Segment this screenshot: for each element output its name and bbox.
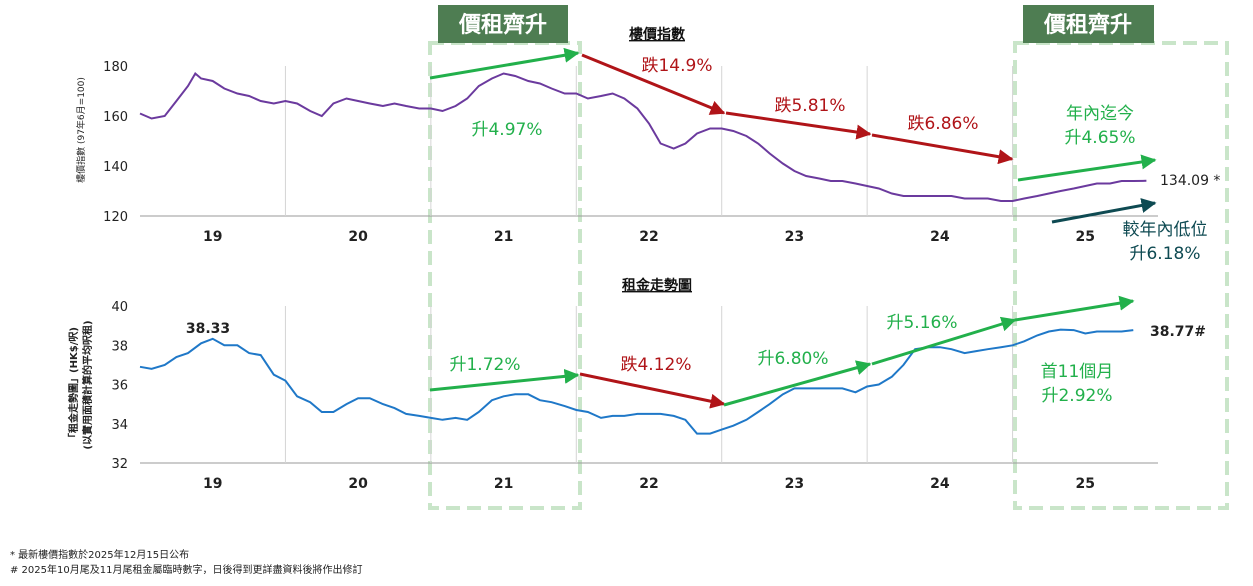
- rent-arrow-up-2024: [871, 316, 1017, 366]
- hpi-end-label: 134.09 *: [1160, 173, 1220, 189]
- rent-peak-label: 38.33: [186, 321, 230, 337]
- badge-2025: 價租齊升: [1023, 5, 1154, 43]
- hpi-annot-down-6.86: 跌6.86%: [907, 114, 978, 134]
- hpi-x-ticks: 19 20 21 22 23 24 25: [203, 229, 1095, 245]
- rent-grid: [140, 306, 1158, 464]
- hpi-x-tick-label: 19: [203, 229, 222, 245]
- rent-arrow-down-2022: [579, 372, 726, 409]
- rent-annot-down-4.12: 跌4.12%: [620, 355, 691, 375]
- rent-end-label: 38.77#: [1150, 324, 1206, 340]
- rent-x-tick-label: 19: [203, 476, 222, 492]
- rent-annotations: 升1.72% 跌4.12% 升6.80% 升5.16% 首11個月 升2.92%: [449, 313, 1113, 406]
- rent-annot-up-1.72: 升1.72%: [449, 355, 520, 375]
- hpi-arrow-up-2025: [1017, 154, 1157, 182]
- hpi-annot-ytd: 年內迄今: [1066, 104, 1134, 124]
- badge-2021-bg: [438, 5, 568, 43]
- rent-x-tick-label: 22: [639, 476, 658, 492]
- rent-annot-up-6.80: 升6.80%: [757, 349, 828, 369]
- hpi-arrow-down-2024: [871, 133, 1014, 165]
- hpi-ylabel: 樓價指數 (97年6月=100): [75, 77, 87, 183]
- rent-x-ticks: 19 20 21 22 23 24 25: [203, 476, 1095, 492]
- hpi-annot-vs-low: 較年內低位: [1123, 220, 1208, 240]
- hpi-annot-up-4.65: 升4.65%: [1064, 128, 1135, 148]
- hpi-series-line: [139, 71, 1147, 202]
- hpi-annotations: 升4.97% 跌14.9% 跌5.81% 跌6.86% 年內迄今 升4.65% …: [471, 56, 1207, 264]
- hpi-annot-up-4.97: 升4.97%: [471, 120, 542, 140]
- hpi-x-tick-label: 20: [348, 229, 368, 245]
- hpi-x-tick-label: 22: [639, 229, 658, 245]
- highlight-zone-2021: [428, 41, 582, 510]
- badge-2025-bg: [1023, 5, 1154, 43]
- hpi-arrow-up-from-low: [1051, 198, 1157, 224]
- rent-x-tick-label: 25: [1076, 476, 1095, 492]
- rent-y-tick-label: 40: [111, 300, 128, 315]
- rent-x-tick-label: 20: [348, 476, 368, 492]
- rent-arrow-up-2025: [1014, 295, 1135, 322]
- rent-y-tick-label: 32: [111, 457, 128, 472]
- rent-y-tick-label: 36: [111, 379, 128, 394]
- rent-arrow-up-2023: [723, 360, 872, 407]
- hpi-y-tick-label: 180: [103, 60, 128, 75]
- rent-series-line: [139, 328, 1134, 435]
- rent-y-tick-label: 34: [111, 418, 128, 433]
- rent-trend-arrows: [429, 295, 1135, 409]
- rent-title: 租金走勢圖: [622, 277, 692, 294]
- hpi-x-tick-label: 24: [930, 229, 950, 245]
- rent-x-tick-label: 23: [785, 476, 804, 492]
- rent-x-tick-label: 24: [930, 476, 950, 492]
- hpi-annot-up-6.18: 升6.18%: [1129, 244, 1200, 264]
- hpi-annot-down-14.9: 跌14.9%: [641, 56, 712, 76]
- footnote-hpi: * 最新樓價指數於2025年12月15日公布: [10, 550, 190, 561]
- rent-ylabel-sub: (以實用面積計算的平均呎租): [81, 320, 94, 449]
- footnote-rent: # 2025年10月尾及11月尾租金屬臨時數字，日後得到更詳盡資料後將作出修訂: [10, 565, 363, 576]
- rent-ylabel: 「租金走勢圖」(HK$/呎): [67, 327, 80, 443]
- hpi-y-tick-label: 140: [103, 160, 128, 175]
- rent-y-ticks: 32 34 36 38 40: [111, 300, 128, 472]
- rent-annot-first-11-months: 首11個月: [1041, 362, 1114, 382]
- hpi-y-tick-label: 120: [103, 210, 128, 225]
- hpi-trend-arrows: [429, 47, 1157, 224]
- hpi-grid: [140, 66, 1158, 217]
- rent-x-tick-label: 21: [494, 476, 513, 492]
- hpi-arrow-up-2021: [429, 47, 580, 80]
- rent-arrow-up-2021: [429, 368, 580, 392]
- rent-annot-up-2.92: 升2.92%: [1041, 386, 1112, 406]
- rent-annot-up-5.16: 升5.16%: [886, 313, 957, 333]
- hpi-title: 樓價指數: [629, 26, 685, 43]
- hpi-arrow-down-2022: [581, 53, 726, 115]
- hpi-arrow-down-2023: [725, 111, 872, 140]
- hpi-x-tick-label: 21: [494, 229, 513, 245]
- rent-y-tick-label: 38: [111, 339, 128, 354]
- hpi-x-tick-label: 23: [785, 229, 804, 245]
- hpi-y-ticks: 120 140 160 180: [103, 60, 128, 225]
- badge-2021: 價租齊升: [438, 5, 568, 43]
- hpi-annot-down-5.81: 跌5.81%: [774, 96, 845, 116]
- badge-2025-label: 價租齊升: [1043, 12, 1132, 38]
- hpi-y-tick-label: 160: [103, 110, 128, 125]
- badge-2021-label: 價租齊升: [458, 12, 547, 38]
- hpi-x-tick-label: 25: [1076, 229, 1095, 245]
